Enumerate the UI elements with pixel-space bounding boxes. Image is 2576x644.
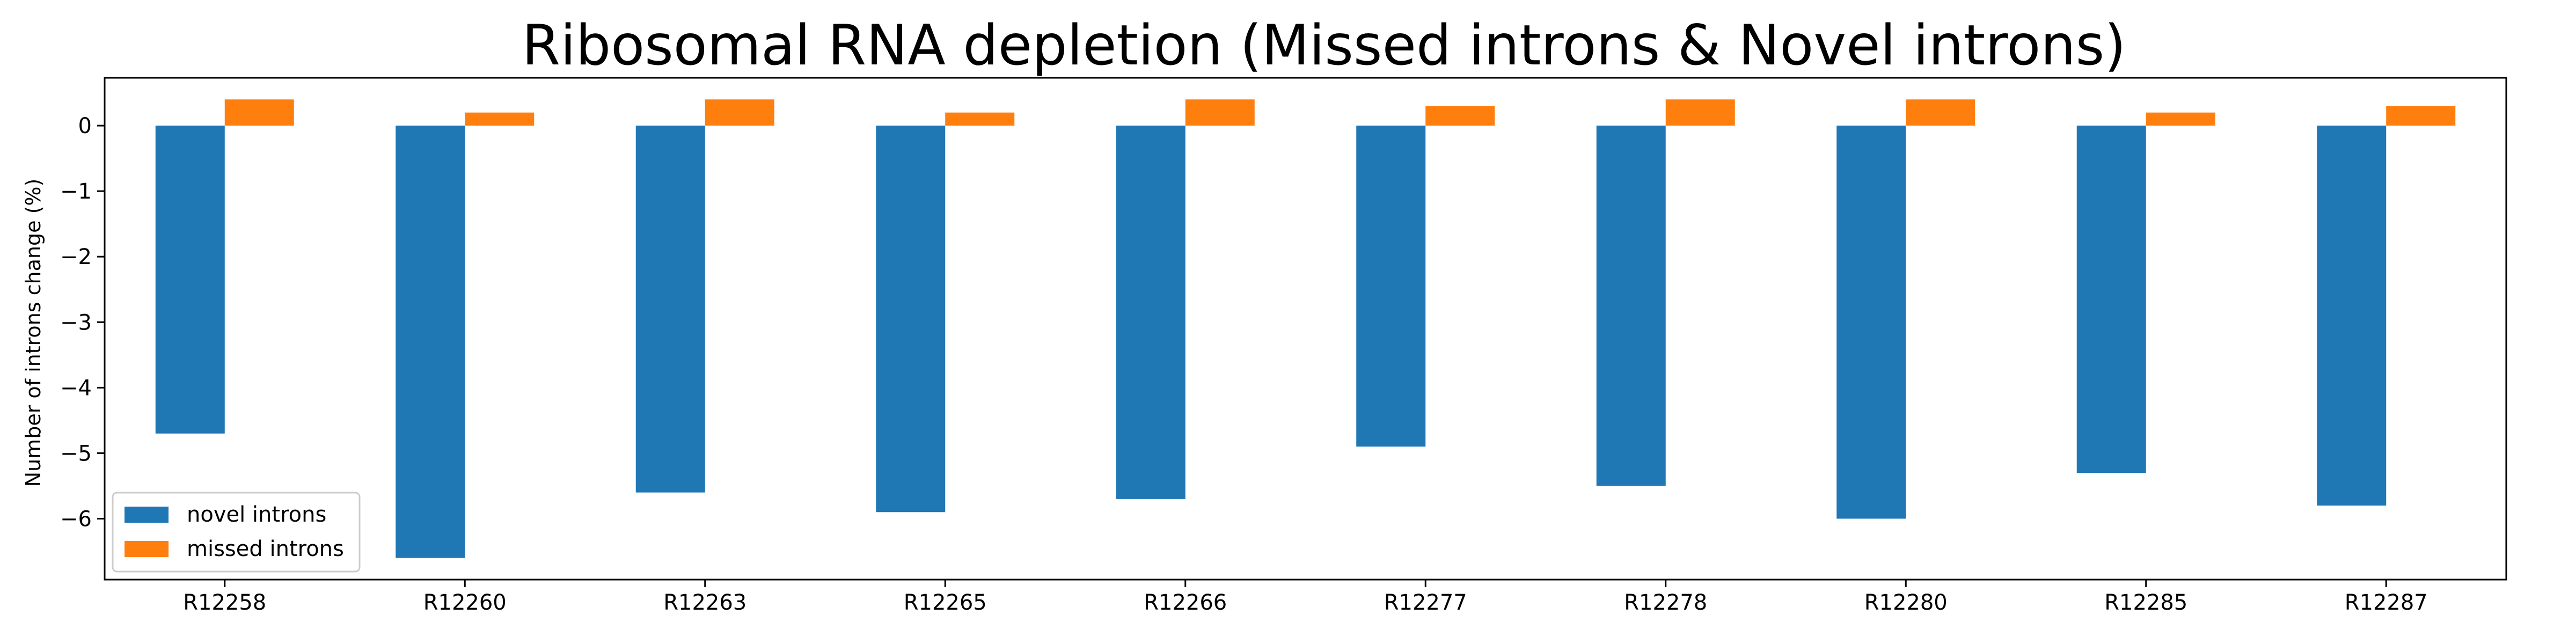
chart-title: Ribosomal RNA depletion (Missed introns … (522, 13, 2126, 78)
missed-introns-bar-R12287 (2386, 106, 2456, 126)
missed-introns-bar-R12277 (1425, 106, 1495, 126)
novel-introns-bar-R12287 (2317, 126, 2387, 506)
missed-introns-bar-R12260 (465, 112, 535, 126)
y-tick-label: −5 (60, 441, 92, 466)
legend-box (112, 492, 361, 573)
novel-introns-bar-R12263 (635, 126, 705, 493)
plot-frame (104, 77, 2507, 581)
legend: novel introns missed introns (112, 492, 361, 573)
bars-layer (155, 99, 2456, 558)
y-tick-label: −6 (60, 507, 92, 531)
x-tick-label: R12280 (1864, 590, 1948, 615)
y-ticks: 0 −1 −2 −3 −4 −5 −6 (60, 114, 105, 531)
y-tick-label: −4 (60, 376, 92, 400)
missed-introns-bar-R12265 (945, 112, 1015, 126)
x-tick-label: R12258 (183, 590, 266, 615)
missed-introns-bar-R12278 (1665, 99, 1735, 126)
missed-introns-bar-R12280 (1906, 99, 1975, 126)
x-tick-label: R12287 (2345, 590, 2428, 615)
x-tick-label: R12277 (1384, 590, 1467, 615)
y-tick-label: −3 (60, 310, 92, 335)
novel-introns-bar-R12266 (1116, 126, 1185, 499)
x-ticks: R12258 R12260 R12263 R12265 R12266 R12277 R122… (183, 580, 2428, 615)
y-axis-label: Number of introns change (%) (21, 179, 45, 487)
legend-swatch (125, 507, 169, 523)
novel-introns-bar-R12258 (155, 126, 225, 434)
novel-introns-bar-R12277 (1356, 126, 1426, 447)
missed-introns-bar-R12285 (2146, 112, 2215, 126)
y-tick-label: 0 (78, 114, 92, 138)
x-tick-label: R12265 (904, 590, 987, 615)
x-tick-label: R12278 (1624, 590, 1707, 615)
y-tick-label: −2 (60, 245, 92, 269)
x-tick-label: R12260 (423, 590, 507, 615)
legend-label: missed introns (187, 537, 344, 561)
missed-introns-bar-R12263 (705, 99, 774, 126)
novel-introns-bar-R12280 (1836, 126, 1906, 519)
y-tick-label: −1 (60, 179, 92, 204)
missed-introns-bar-R12266 (1185, 99, 1255, 126)
legend-label: novel introns (187, 502, 326, 527)
novel-introns-bar-R12285 (2076, 126, 2146, 473)
novel-introns-bar-R12278 (1596, 126, 1666, 486)
x-tick-label: R12266 (1144, 590, 1227, 615)
novel-introns-bar-R12260 (396, 126, 465, 558)
novel-introns-bar-R12265 (876, 126, 946, 513)
x-tick-label: R12263 (663, 590, 747, 615)
missed-introns-bar-R12258 (224, 99, 294, 126)
legend-swatch (125, 541, 169, 557)
x-tick-label: R12285 (2104, 590, 2187, 615)
